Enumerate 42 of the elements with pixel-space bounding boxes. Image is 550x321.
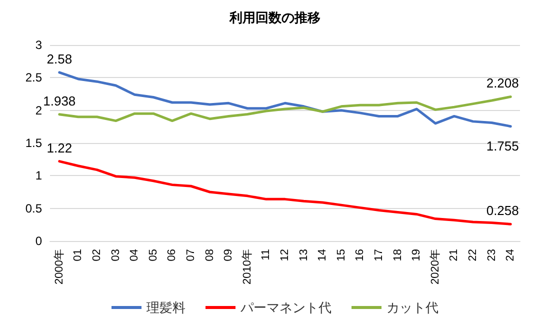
x-tick-label: 2010年 (241, 249, 254, 284)
x-tick-label: 03 (110, 249, 122, 262)
x-tick-label: 01 (72, 249, 84, 262)
x-tick-label: 14 (316, 249, 329, 262)
x-tick-label: 23 (486, 249, 498, 262)
legend-label: 理髪料 (146, 300, 186, 315)
x-tick-label: 17 (373, 249, 385, 262)
y-tick-label: 2 (35, 103, 42, 118)
y-tick-label: 0.5 (25, 201, 42, 216)
x-tick-label: 04 (128, 249, 141, 262)
y-tick-label: 1 (35, 168, 42, 183)
legend-label: パーマネント代 (240, 300, 332, 315)
x-tick-label: 22 (467, 249, 479, 262)
data-label: 0.258 (486, 203, 519, 218)
x-tick-label: 18 (392, 249, 404, 262)
data-label: 1.22 (46, 140, 72, 156)
x-tick-label: 13 (298, 249, 310, 262)
x-tick-label: 15 (335, 249, 348, 262)
x-tick-label: 16 (354, 249, 366, 262)
x-tick-label: 24 (504, 249, 517, 262)
x-tick-label: 07 (185, 249, 197, 262)
x-tick-label: 08 (204, 249, 216, 262)
x-tick-label: 02 (91, 249, 103, 262)
x-tick-label: 12 (279, 249, 291, 262)
x-tick-label: 21 (448, 249, 460, 262)
y-tick-label: 1.5 (25, 136, 42, 150)
x-tick-label: 2020年 (429, 249, 442, 284)
y-tick-label: 0 (35, 234, 42, 248)
y-tick-label: 2.5 (25, 70, 42, 85)
x-tick-label: 09 (222, 249, 235, 262)
data-label: 2.58 (46, 51, 72, 66)
chart-title: 利用回数の推移 (228, 10, 320, 25)
legend-label: カット代 (386, 300, 438, 315)
x-tick-label: 06 (166, 249, 178, 262)
x-tick-label: 2000年 (53, 249, 66, 284)
data-label: 2.208 (486, 76, 519, 91)
data-label: 1.755 (486, 138, 519, 154)
x-tick-label: 11 (260, 249, 272, 260)
data-label: 1.938 (43, 93, 76, 108)
y-tick-label: 3 (35, 38, 42, 52)
x-tick-label: 19 (410, 249, 423, 262)
x-tick-label: 05 (147, 249, 160, 262)
